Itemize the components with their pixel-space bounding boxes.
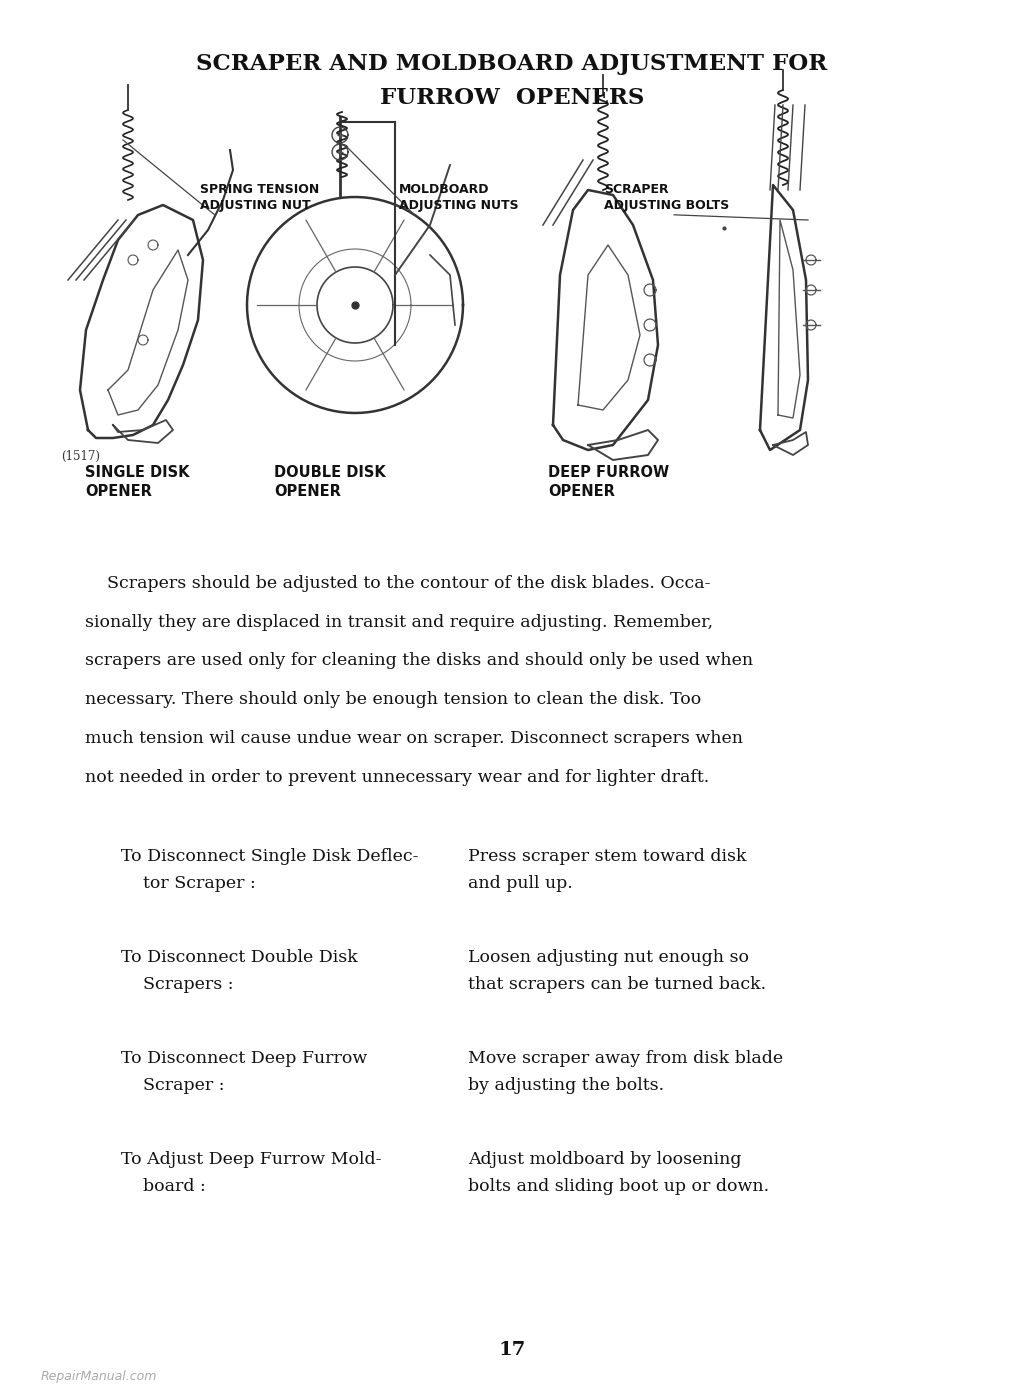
Text: MOLDBOARD
ADJUSTING NUTS: MOLDBOARD ADJUSTING NUTS	[399, 183, 519, 212]
Text: sionally they are displaced in transit and require adjusting. Remember,: sionally they are displaced in transit a…	[85, 614, 713, 630]
Text: necessary. There should only be enough tension to clean the disk. Too: necessary. There should only be enough t…	[85, 691, 701, 708]
Text: scrapers are used only for cleaning the disks and should only be used when: scrapers are used only for cleaning the …	[85, 652, 753, 669]
Text: To Disconnect Deep Furrow
    Scraper :: To Disconnect Deep Furrow Scraper :	[121, 1050, 367, 1094]
Text: (1517): (1517)	[61, 450, 100, 463]
Text: SPRING TENSION
ADJUSTING NUT: SPRING TENSION ADJUSTING NUT	[200, 183, 318, 212]
Text: Move scraper away from disk blade
by adjusting the bolts.: Move scraper away from disk blade by adj…	[468, 1050, 783, 1094]
Text: Adjust moldboard by loosening
bolts and sliding boot up or down.: Adjust moldboard by loosening bolts and …	[468, 1151, 769, 1195]
Text: To Disconnect Double Disk
    Scrapers :: To Disconnect Double Disk Scrapers :	[121, 949, 357, 993]
Text: SCRAPER
ADJUSTING BOLTS: SCRAPER ADJUSTING BOLTS	[604, 183, 729, 212]
Text: To Adjust Deep Furrow Mold-
    board :: To Adjust Deep Furrow Mold- board :	[121, 1151, 381, 1195]
Text: DEEP FURROW
OPENER: DEEP FURROW OPENER	[548, 465, 669, 499]
Text: SINGLE DISK
OPENER: SINGLE DISK OPENER	[85, 465, 189, 499]
Text: not needed in order to prevent unnecessary wear and for lighter draft.: not needed in order to prevent unnecessa…	[85, 769, 710, 785]
Text: SCRAPER AND MOLDBOARD ADJUSTMENT FOR: SCRAPER AND MOLDBOARD ADJUSTMENT FOR	[197, 53, 827, 75]
Text: FURROW  OPENERS: FURROW OPENERS	[380, 87, 644, 109]
Text: RepairManual.com: RepairManual.com	[41, 1370, 158, 1382]
Text: Scrapers should be adjusted to the contour of the disk blades. Occa-: Scrapers should be adjusted to the conto…	[85, 575, 711, 591]
Text: 17: 17	[499, 1341, 525, 1359]
Text: To Disconnect Single Disk Deflec-
    tor Scraper :: To Disconnect Single Disk Deflec- tor Sc…	[121, 848, 419, 892]
Text: much tension wil cause undue wear on scraper. Disconnect scrapers when: much tension wil cause undue wear on scr…	[85, 730, 743, 747]
Text: Press scraper stem toward disk
and pull up.: Press scraper stem toward disk and pull …	[468, 848, 746, 892]
Text: Loosen adjusting nut enough so
that scrapers can be turned back.: Loosen adjusting nut enough so that scra…	[468, 949, 766, 993]
Text: DOUBLE DISK
OPENER: DOUBLE DISK OPENER	[274, 465, 386, 499]
